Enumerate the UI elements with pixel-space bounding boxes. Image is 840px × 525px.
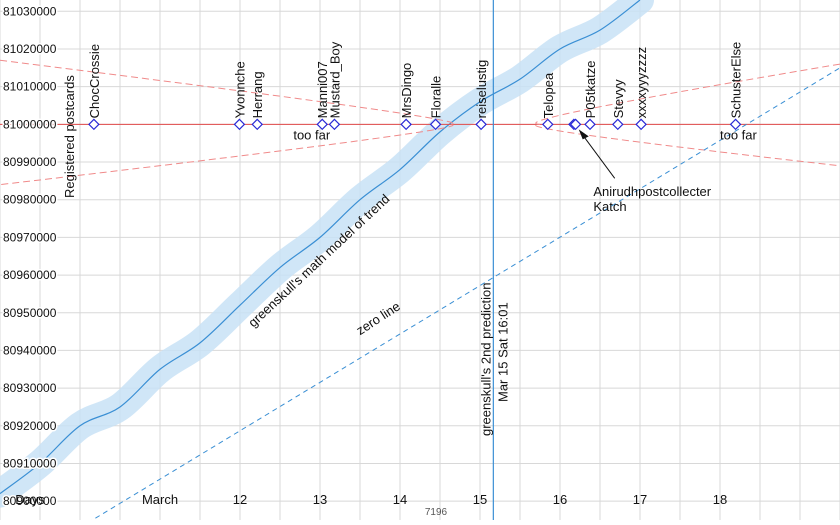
zero-line [83,67,840,525]
left-bound-curve [0,59,454,186]
y-tick-label: 81000000 [3,117,57,131]
right-bound-curve [535,63,840,167]
guess-markers [88,118,742,131]
trend-model-line [0,0,641,495]
y-tick-label: 81010000 [3,80,57,94]
annotation-label: too far [293,127,331,142]
x-tick-label: 12 [233,492,247,507]
y-tick-label: 80940000 [3,343,57,357]
guess-label: P05tkatze [583,61,598,119]
annotation-label: Anirudhpostcollecter [593,184,711,199]
guess-label: Floralle [429,76,444,119]
prediction-label-line2: Mar 15 Sat 16:01 [495,302,510,402]
annotation-arrow [580,132,616,179]
guess-marker [635,118,647,131]
annotation-label: too far [720,127,758,142]
guess-marker [233,118,246,131]
y-tick-label: 80960000 [3,268,57,282]
guess-marker [328,118,341,131]
guess-marker [584,118,596,131]
y-tick-label: 80950000 [3,306,57,320]
x-tick-label: March [142,492,178,507]
y-tick-label: 81020000 [3,42,57,56]
prediction-label-line1: greenskull's 2nd prediction [478,282,493,436]
x-tick-label: 15 [473,492,487,507]
y-tick-label: 80910000 [3,456,57,470]
bottom-note: 7196 [425,507,448,518]
guess-label: Stevyy [611,79,626,119]
guess-marker [541,118,554,131]
annotation-arrowhead [578,129,589,140]
guess-marker [729,118,742,131]
guess-label: SchusterElse [729,42,744,119]
guess-label: Yvonnche [232,61,247,118]
y-tick-label: 80970000 [3,230,57,244]
zero-line-label: zero line [353,299,402,338]
guess-label: MrsDingo [399,63,414,119]
guess-label: Manni007 [315,61,330,118]
y-tick-label: 80990000 [3,155,57,169]
guess-label: Herrang [250,71,265,118]
annotation-label: Katch [593,199,626,214]
x-tick-label: 13 [313,492,327,507]
y-tick-label: 80930000 [3,381,57,395]
guess-label: ChocCrossie [87,44,102,118]
y-tick-label: 81030000 [3,4,57,18]
guess-marker [400,118,412,131]
x-tick-label: 14 [393,492,407,507]
guess-marker [88,118,100,131]
y-axis-label: Registered postcards [62,75,77,198]
y-tick-label: 80920000 [3,419,57,433]
x-tick-label: 16 [553,492,567,507]
x-tick-label: 18 [713,492,727,507]
y-tick-label: 80980000 [3,193,57,207]
x-tick-label: Days [15,492,45,507]
guess-marker [569,118,582,131]
x-tick-label: 17 [633,492,647,507]
guess-label: Telopea [541,72,556,118]
guess-marker [316,118,329,131]
guess-label: Mustard_Boy [327,41,342,118]
chart-labels: 80900000 80910000 80920000 80930000 80940000… [2,3,758,518]
guess-marker [429,118,442,131]
guess-marker [611,118,624,131]
guess-marker [251,118,264,131]
y-tick-label: 80900000 [3,494,57,508]
guess-label: reiselustig [474,60,489,119]
guess-label: xxxxyyyzzzz [634,47,649,119]
guess-marker [475,118,487,131]
